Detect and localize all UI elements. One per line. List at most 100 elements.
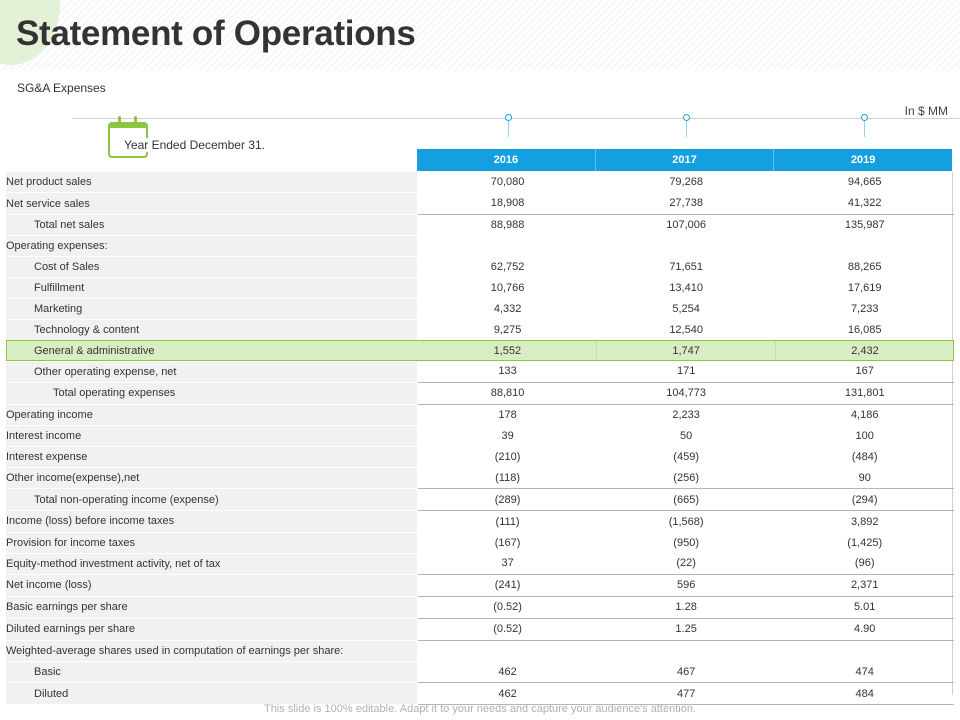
cell-value: 2,371 <box>775 574 954 597</box>
cell-value: 135,987 <box>844 219 885 232</box>
cell-value: (241) <box>418 574 597 597</box>
table-row: Equity-method investment activity, net o… <box>6 553 954 575</box>
row-label: Fulfillment <box>6 277 418 299</box>
footer-note: This slide is 100% editable. Adapt it to… <box>264 703 696 715</box>
cell-value: 70,080 <box>490 176 525 189</box>
cell-value: (950) <box>673 536 699 549</box>
cell-value: 131,801 <box>775 382 954 405</box>
cell-value: 4.90 <box>775 618 954 641</box>
row-label: Net service sales <box>6 192 418 215</box>
table-row: Diluted earnings per share (0.52) 1.25 4… <box>6 618 954 641</box>
cell-value: 2,432 <box>774 340 954 362</box>
cell-value: 50 <box>680 430 693 443</box>
cell-value: 94,665 <box>847 176 882 189</box>
cell-value: 133 <box>418 361 597 383</box>
cell-value <box>597 236 776 257</box>
cell-value <box>597 640 776 661</box>
cell-value: 10,766 <box>490 281 525 294</box>
cell-value <box>418 640 597 661</box>
cell-value: (118) <box>418 467 597 490</box>
row-label: Total non-operating income (expense) <box>6 488 418 512</box>
cell-value: 5.01 <box>775 596 954 619</box>
cell-value: (0.52) <box>418 618 597 641</box>
row-label: Total net sales <box>6 214 418 237</box>
cell-value: 88,810 <box>418 382 597 405</box>
cell-value: 90 <box>775 467 954 490</box>
row-label: Provision for income taxes <box>6 532 418 554</box>
cell-value: (1,568) <box>668 515 704 528</box>
row-label: Cost of Sales <box>6 256 418 278</box>
row-label: Net product sales <box>6 172 418 194</box>
cell-value: (1,425) <box>847 536 883 549</box>
cell-value: 171 <box>596 361 776 383</box>
table-row: Net income (loss) (241) 596 2,371 <box>6 574 954 597</box>
cell-value <box>775 236 954 257</box>
cell-value: (167) <box>494 536 521 549</box>
row-label: Other operating expense, net <box>6 361 418 383</box>
cell-value: (665) <box>596 488 776 512</box>
table-row: Other income(expense),net (118) (256) 90 <box>6 467 954 490</box>
cell-value: 1,747 <box>596 340 776 362</box>
row-label: Other income(expense),net <box>6 467 418 490</box>
cell-value: (289) <box>418 488 597 512</box>
column-header-2017: 2017 <box>594 149 774 171</box>
table-row: Total net sales 88,988 107,006 135,987 <box>6 214 954 237</box>
cell-value: 62,752 <box>490 261 525 273</box>
cell-value: 4,186 <box>850 409 879 422</box>
header-band <box>0 0 960 70</box>
cell-value: (484) <box>851 451 878 464</box>
cell-value: (210) <box>494 451 521 464</box>
cell-value: 462 <box>418 682 597 706</box>
row-label: Income (loss) before income taxes <box>6 510 418 533</box>
cell-value: 41,322 <box>775 192 954 215</box>
table-row: Net service sales 18,908 27,738 41,322 <box>6 192 954 215</box>
cell-value: 2,233 <box>672 409 700 422</box>
top-divider <box>0 118 960 119</box>
table-row: Technology & content 9,275 12,540 16,085 <box>6 319 954 341</box>
row-label: Interest expense <box>6 446 418 468</box>
row-label: Net income (loss) <box>6 574 418 597</box>
cell-value: 178 <box>498 409 517 422</box>
row-label: Basic <box>6 661 418 684</box>
cell-value: 467 <box>596 661 776 684</box>
cell-value: 16,085 <box>847 323 882 336</box>
cell-value: 484 <box>775 682 954 706</box>
table-row: Operating income 178 2,233 4,186 <box>6 404 954 427</box>
cell-value: 100 <box>855 430 874 443</box>
cell-value: 3,892 <box>850 515 879 528</box>
cell-value: 1.28 <box>596 596 776 619</box>
cell-value: 4,332 <box>493 302 522 315</box>
page-subtitle: SG&A Expenses <box>17 81 106 95</box>
row-label: Diluted earnings per share <box>6 618 418 641</box>
cell-value: 18,908 <box>418 192 597 215</box>
cell-value: 462 <box>418 661 597 684</box>
top-divider-gap <box>0 118 72 119</box>
table-row: Diluted 462 477 484 <box>6 682 954 706</box>
table-row: Other operating expense, net 133 171 167 <box>6 361 954 383</box>
column-marker-stem <box>686 121 687 137</box>
row-label: Diluted <box>6 682 418 706</box>
cell-value: 9,275 <box>493 323 522 336</box>
cell-value: 88,988 <box>490 219 525 232</box>
row-label: Operating expenses: <box>6 235 418 258</box>
cell-value: 79,268 <box>669 176 703 189</box>
cell-value: 167 <box>775 361 954 383</box>
row-label: Interest income <box>6 425 418 448</box>
row-label: Total operating expenses <box>6 382 418 405</box>
cell-value: 596 <box>596 574 776 597</box>
row-label: Weighted-average shares used in computat… <box>6 640 418 662</box>
cell-value: 5,254 <box>672 302 700 315</box>
row-label: Equity-method investment activity, net o… <box>6 553 418 575</box>
calendar-ring-icon <box>118 116 121 125</box>
table-row: Net product sales 70,080 79,268 94,665 <box>6 172 954 194</box>
cell-value: 474 <box>775 661 954 684</box>
column-marker-icon <box>505 114 512 121</box>
cell-value: 37 <box>418 553 597 575</box>
row-label: Marketing <box>6 298 418 320</box>
calendar-ring-icon <box>134 116 137 125</box>
cell-value: 107,006 <box>666 219 707 232</box>
cell-value: (294) <box>775 488 954 512</box>
column-header-2019: 2019 <box>773 149 952 171</box>
row-label: Basic earnings per share <box>6 596 418 619</box>
highlighted-row: General & administrative 1,552 1,747 2,4… <box>6 340 954 362</box>
